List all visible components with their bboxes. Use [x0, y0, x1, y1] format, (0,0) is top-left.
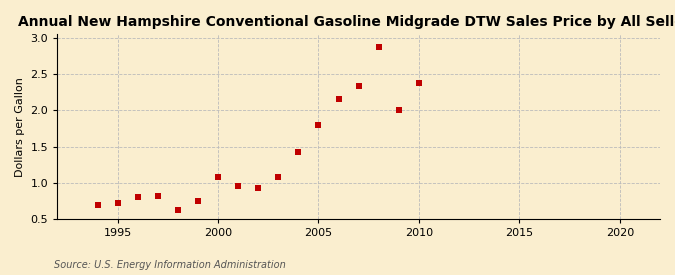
- Title: Annual New Hampshire Conventional Gasoline Midgrade DTW Sales Price by All Selle: Annual New Hampshire Conventional Gasoli…: [18, 15, 675, 29]
- Point: [213, 175, 223, 179]
- Point: [394, 108, 404, 112]
- Point: [414, 81, 425, 85]
- Point: [173, 207, 184, 212]
- Point: [92, 203, 103, 207]
- Y-axis label: Dollars per Gallon: Dollars per Gallon: [15, 77, 25, 177]
- Point: [192, 199, 203, 203]
- Point: [293, 150, 304, 155]
- Point: [333, 97, 344, 101]
- Point: [353, 84, 364, 89]
- Point: [112, 201, 123, 205]
- Point: [373, 45, 384, 50]
- Point: [273, 175, 284, 179]
- Point: [313, 123, 324, 127]
- Point: [153, 194, 163, 198]
- Point: [233, 183, 244, 188]
- Text: Source: U.S. Energy Information Administration: Source: U.S. Energy Information Administ…: [54, 260, 286, 270]
- Point: [132, 194, 143, 199]
- Point: [253, 186, 264, 190]
